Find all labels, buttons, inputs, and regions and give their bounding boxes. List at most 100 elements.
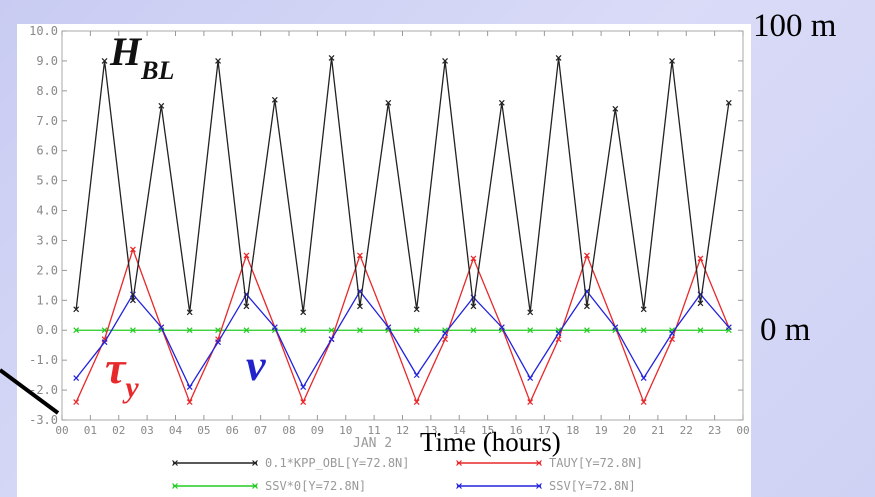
data-point (498, 99, 505, 106)
legend-marker (252, 460, 258, 466)
x-tick-label: 01 (84, 424, 97, 437)
legend-label: TAUY[Y=72.8N] (549, 456, 643, 470)
data-point (357, 327, 363, 334)
y-tick-label: 0.0 (36, 323, 58, 337)
right-label-100m: 100 m (753, 8, 837, 44)
data-point (328, 327, 335, 334)
y-tick-label: 5.0 (36, 174, 58, 188)
series-line (75, 57, 730, 313)
y-tick-label: 2.0 (36, 263, 58, 277)
y-tick-label: 6.0 (36, 144, 58, 158)
series-1 (73, 246, 732, 405)
data-point (73, 327, 80, 334)
axes: 10.0 9.0 8.0 7.0 6.0 5.0 4.0 3.0 2.0 1.0 0.0 -1.0 -2… (29, 24, 750, 437)
legend-marker (172, 460, 178, 466)
data-point (640, 327, 647, 334)
x-tick-label: 02 (112, 424, 125, 437)
data-point (442, 57, 448, 64)
legend-marker (456, 483, 462, 489)
data-point (555, 55, 562, 61)
data-point (186, 399, 193, 405)
data-point (442, 330, 448, 337)
series-3 (73, 288, 732, 391)
series-line (75, 290, 730, 389)
data-point (215, 327, 221, 334)
data-point (357, 303, 363, 310)
legend-marker (172, 483, 178, 489)
x-tick-label: 16 (509, 424, 522, 437)
x-tick-label: 23 (708, 424, 721, 437)
data-point (158, 102, 165, 109)
data-point (385, 99, 392, 106)
data-point (669, 57, 675, 64)
x-tick-label: 00 (55, 424, 68, 437)
data-point (669, 330, 675, 337)
data-point (328, 336, 335, 343)
data-point (470, 327, 477, 334)
x-tick-label: 07 (254, 424, 267, 437)
date-label: JAN 2 (353, 436, 392, 451)
data-point (697, 327, 704, 334)
legend-label: 0.1*KPP_OBL[Y=72.8N] (265, 456, 410, 470)
data-point (130, 327, 136, 334)
legend-item: SSV*0[Y=72.8N] (172, 479, 366, 493)
x-tick-label: 18 (566, 424, 579, 437)
y-tick-label: 1.0 (36, 293, 58, 307)
data-point (186, 309, 193, 316)
data-point (413, 327, 420, 334)
data-point (215, 57, 221, 64)
data-point (73, 399, 80, 405)
data-point (243, 303, 250, 310)
legend-item: 0.1*KPP_OBL[Y=72.8N] (172, 456, 410, 470)
series-2 (73, 327, 732, 334)
data-point (73, 306, 80, 313)
y-tick-label: -2.0 (29, 383, 58, 397)
data-point (101, 57, 108, 64)
tau-subscript: y (122, 371, 139, 404)
legend-label: SSV[Y=72.8N] (549, 479, 636, 493)
y-tick-label: -1.0 (29, 353, 58, 367)
x-tick-label: 21 (651, 424, 664, 437)
data-point (300, 399, 307, 405)
data-point (300, 384, 307, 391)
data-point (725, 99, 732, 106)
data-point (130, 297, 136, 304)
x-tick-label: 12 (396, 424, 409, 437)
x-tick-label: 00 (736, 424, 749, 437)
x-tick-label: 20 (623, 424, 636, 437)
data-point (186, 384, 193, 391)
plot-frame (61, 30, 744, 421)
x-tick-label: 04 (169, 424, 183, 437)
x-axis-title: Time (hours) (420, 427, 561, 457)
legend-item: SSV[Y=72.8N] (456, 479, 636, 493)
data-point (555, 330, 562, 337)
data-point (271, 324, 278, 331)
hbl-subscript: BL (140, 56, 174, 85)
x-tick-label: 13 (424, 424, 437, 437)
y-tick-label: -3.0 (29, 413, 58, 427)
x-tick-label: 05 (197, 424, 210, 437)
data-point (271, 96, 278, 103)
data-point (300, 309, 307, 316)
y-tick-label: 4.0 (36, 204, 58, 218)
legend-marker (456, 460, 462, 466)
data-point (669, 336, 675, 343)
x-tick-label: 06 (226, 424, 239, 437)
y-tick-label: 7.0 (36, 114, 58, 128)
data-point (640, 306, 647, 313)
data-point (612, 324, 619, 331)
data-point (470, 303, 477, 310)
legend-marker (536, 460, 542, 466)
series-lines (73, 55, 732, 405)
data-point (470, 255, 477, 262)
data-point (527, 399, 534, 405)
data-point (527, 327, 534, 334)
x-tick-label: 09 (311, 424, 324, 437)
data-point (328, 55, 335, 61)
data-point (385, 324, 392, 331)
data-point (725, 324, 732, 331)
data-point (640, 399, 647, 405)
series-0 (73, 55, 732, 316)
data-point (697, 255, 704, 262)
data-point (527, 375, 534, 382)
